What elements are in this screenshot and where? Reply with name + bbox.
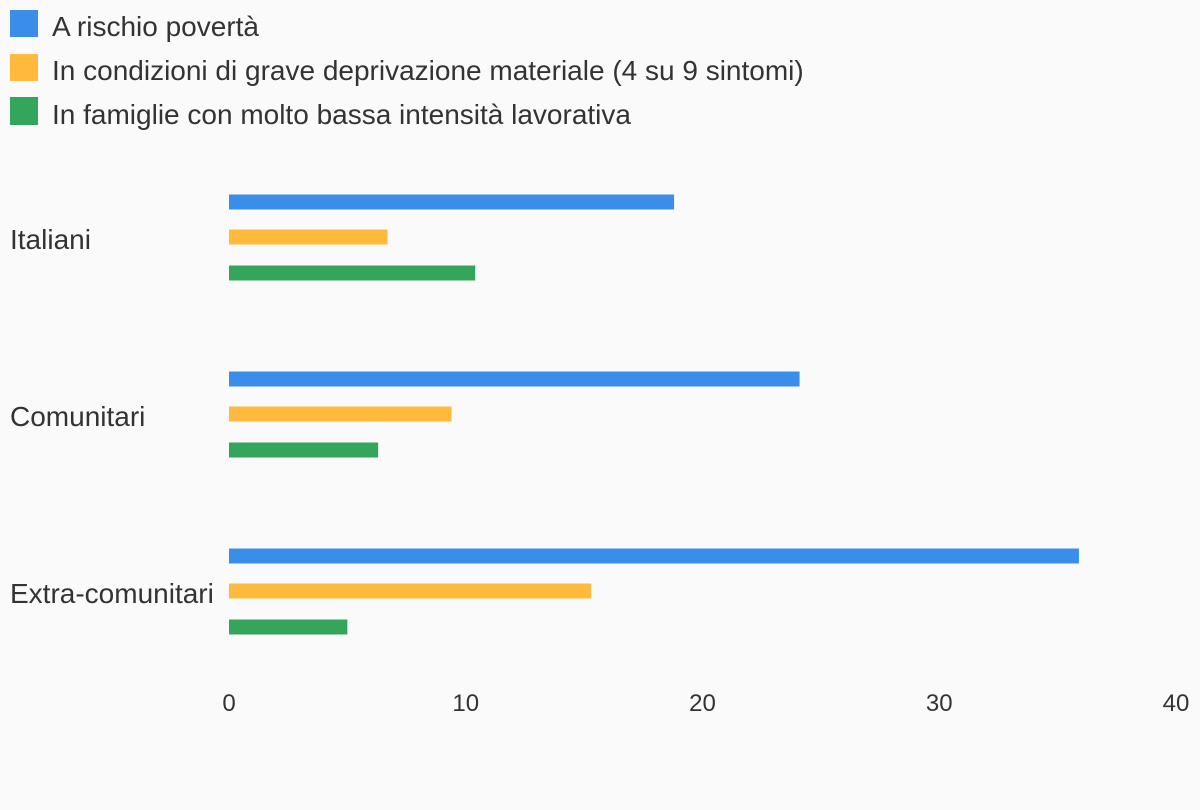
x-tick-label: 20 xyxy=(689,690,716,717)
bar-comunitari-at-risk-of-poverty xyxy=(229,371,800,387)
legend-swatch-at-risk-of-poverty xyxy=(10,10,38,37)
legend-label-at-risk-of-poverty: A rischio povertà xyxy=(52,11,259,42)
x-axis: 0 10 20 30 40 xyxy=(222,690,1189,717)
bars xyxy=(229,194,1079,635)
bar-comunitari-severe-deprivation xyxy=(229,406,452,422)
category-label-extra-comunitari: Extra-comunitari xyxy=(10,578,214,609)
category-labels: Italiani Comunitari Extra-comunitari xyxy=(10,224,214,609)
legend-item-low-work-intensity: In famiglie con molto bassa intensità la… xyxy=(10,97,631,130)
x-tick-label: 0 xyxy=(222,690,235,717)
x-tick-label: 30 xyxy=(926,690,953,717)
legend-item-at-risk-of-poverty: A rischio povertà xyxy=(10,10,259,42)
legend-swatch-severe-deprivation xyxy=(10,54,38,81)
x-tick-label: 40 xyxy=(1163,690,1190,717)
bar-extra-comunitari-at-risk-of-poverty xyxy=(229,548,1079,564)
category-label-italiani: Italiani xyxy=(10,224,91,255)
bar-extra-comunitari-low-work-intensity xyxy=(229,619,348,635)
legend-label-severe-deprivation: In condizioni di grave deprivazione mate… xyxy=(52,55,804,86)
category-label-comunitari: Comunitari xyxy=(10,401,145,432)
x-tick-label: 10 xyxy=(452,690,479,717)
bar-comunitari-low-work-intensity xyxy=(229,442,379,458)
legend: A rischio povertà In condizioni di grave… xyxy=(10,10,804,130)
bar-italiani-severe-deprivation xyxy=(229,229,388,245)
legend-label-low-work-intensity: In famiglie con molto bassa intensità la… xyxy=(52,99,631,130)
bar-extra-comunitari-severe-deprivation xyxy=(229,583,592,599)
legend-swatch-low-work-intensity xyxy=(10,97,38,125)
legend-item-severe-deprivation: In condizioni di grave deprivazione mate… xyxy=(10,54,804,86)
bar-italiani-low-work-intensity xyxy=(229,265,476,281)
bar-italiani-at-risk-of-poverty xyxy=(229,194,675,210)
